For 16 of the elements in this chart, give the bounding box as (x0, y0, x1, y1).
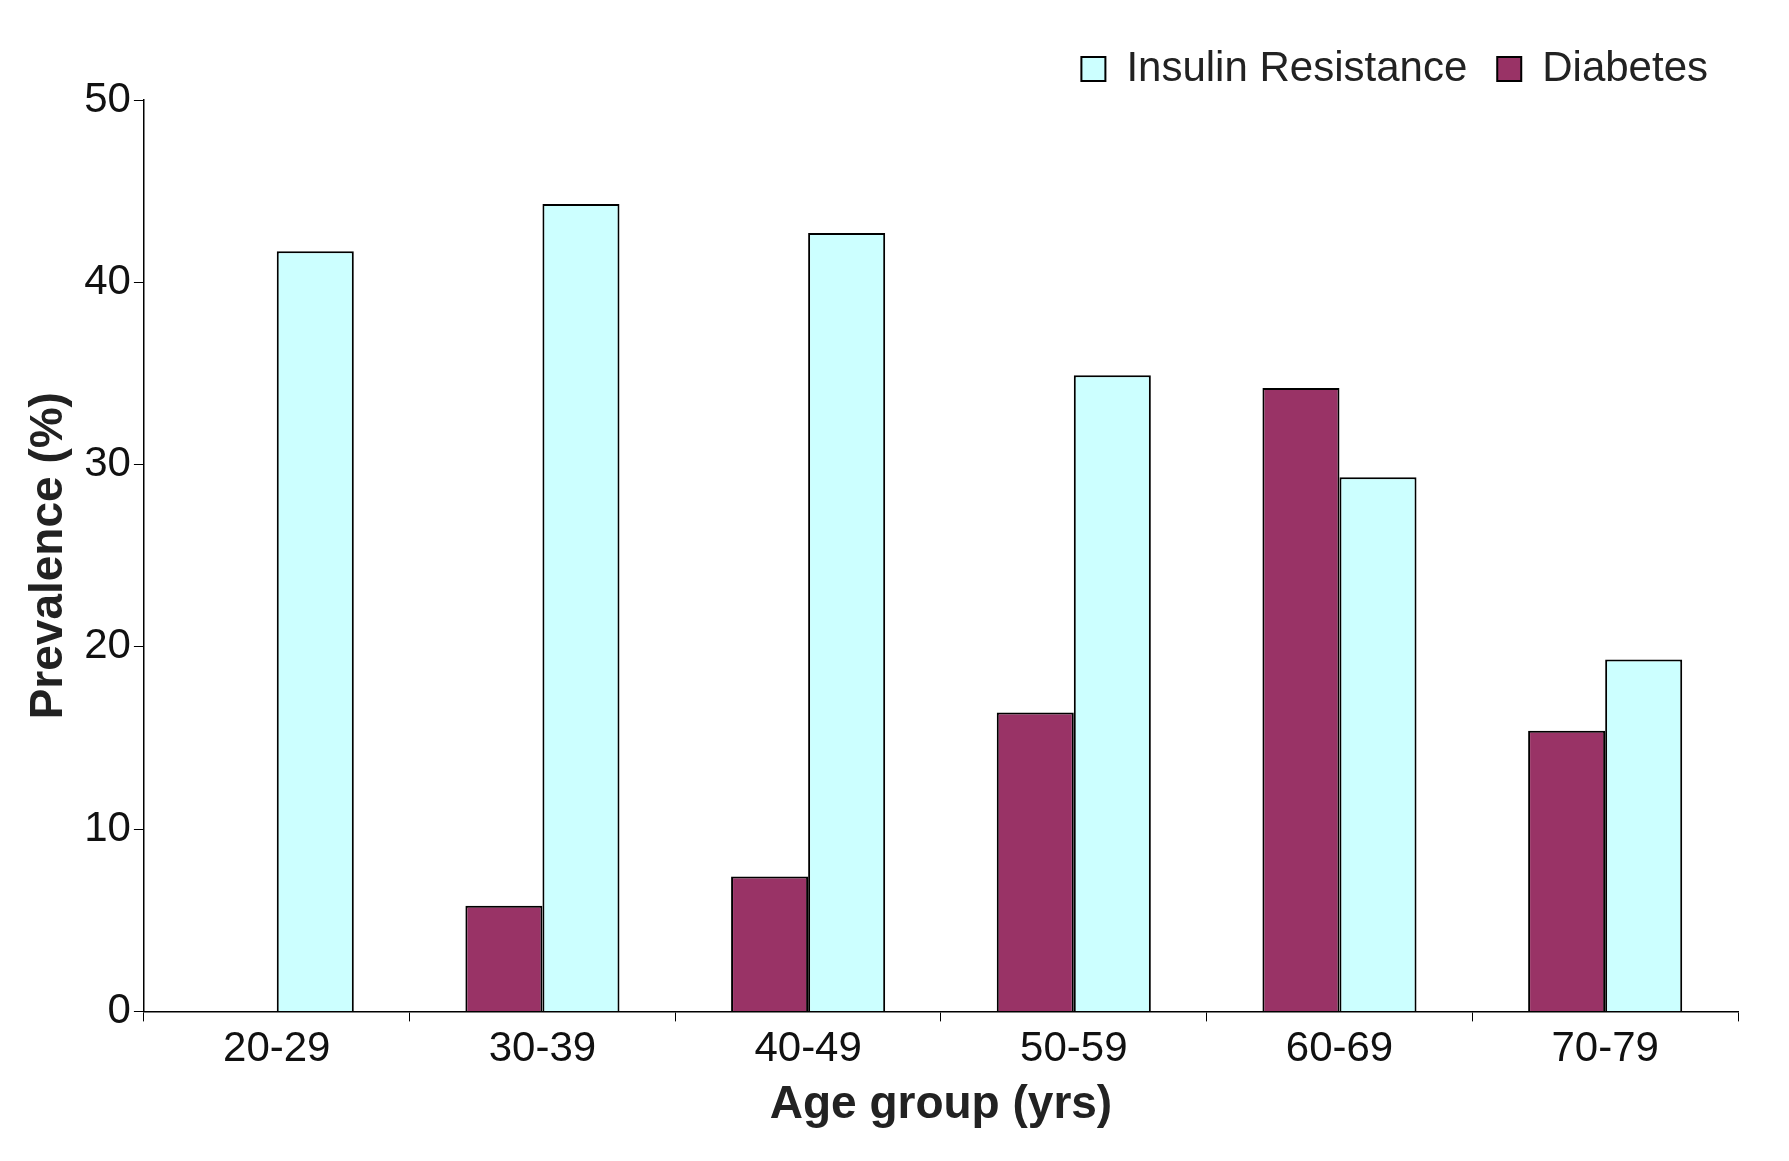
x-tick-label: 60-69 (1285, 1023, 1394, 1071)
x-tick-label: 70-79 (1551, 1023, 1659, 1071)
x-tick-label: 30-39 (488, 1023, 597, 1071)
y-tick-label: 40 (84, 255, 131, 303)
x-tick-label: 50-59 (1020, 1023, 1128, 1071)
legend-label: Insulin Resistance (1126, 42, 1468, 90)
legend-label: Diabetes (1542, 42, 1708, 90)
y-tick-label: 30 (84, 438, 131, 486)
y-tick-label: 50 (84, 73, 131, 121)
y-axis-title: Prevalence (%) (20, 392, 73, 720)
y-tick-label: 10 (84, 802, 131, 850)
y-tick-label: 20 (84, 620, 131, 668)
x-tick-label: 20-29 (223, 1023, 331, 1071)
x-tick-label: 40-49 (754, 1023, 862, 1071)
y-tick-label: 0 (107, 984, 131, 1032)
x-axis-title: Age group (yrs) (769, 1076, 1113, 1129)
